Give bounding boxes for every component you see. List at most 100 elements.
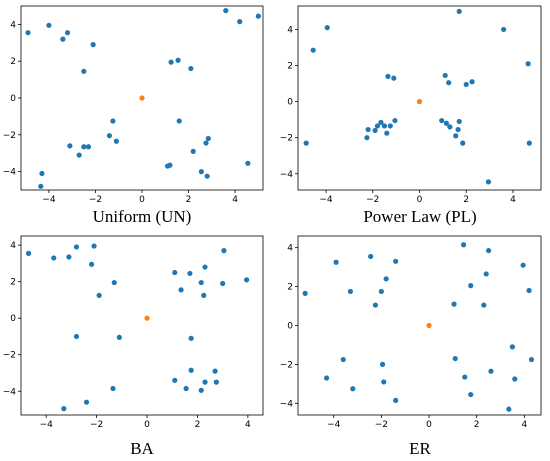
data-point: [391, 75, 397, 81]
data-point: [73, 244, 80, 250]
y-tick-label: −4: [280, 399, 294, 409]
x-tick-label: −2: [375, 420, 388, 430]
x-tick-label: 2: [463, 195, 469, 205]
data-point: [302, 290, 308, 296]
data-point: [333, 259, 339, 265]
plot-frame: [20, 235, 264, 416]
center-point: [416, 99, 423, 105]
data-point: [364, 135, 370, 141]
y-tick-label: 0: [287, 98, 293, 108]
center-point: [139, 95, 145, 101]
data-point: [384, 130, 390, 136]
data-point: [485, 247, 492, 254]
data-point: [378, 119, 384, 125]
data-point: [172, 269, 178, 276]
data-point: [178, 287, 184, 293]
data-point: [88, 261, 95, 267]
data-point: [372, 127, 378, 134]
y-tick-label: 4: [287, 25, 293, 35]
data-point: [483, 271, 489, 277]
data-point: [25, 250, 32, 256]
x-tick-label: 0: [426, 420, 432, 430]
data-point: [73, 333, 80, 340]
data-point: [383, 276, 389, 282]
data-point: [204, 173, 210, 179]
data-point: [245, 160, 251, 166]
data-point: [46, 22, 52, 28]
data-point: [485, 179, 492, 185]
data-point: [393, 397, 399, 404]
x-tick-label: 0: [144, 420, 150, 430]
x-tick-label: −4: [40, 420, 54, 430]
data-point: [221, 248, 227, 254]
data-point: [381, 123, 388, 129]
x-tick-label: 2: [186, 195, 192, 205]
data-point: [528, 356, 535, 363]
data-point: [113, 138, 119, 144]
data-point: [460, 140, 466, 146]
panel-caption: Uniform (UN): [93, 207, 192, 226]
data-point: [60, 36, 66, 42]
center-point: [144, 315, 150, 321]
data-point: [447, 124, 453, 130]
data-point: [168, 59, 174, 65]
panel-caption: ER: [409, 439, 431, 458]
x-tick-label: 2: [195, 420, 201, 430]
data-point: [203, 140, 209, 146]
data-point: [488, 368, 494, 374]
y-tick-label: 2: [10, 57, 16, 67]
data-point: [453, 133, 459, 139]
y-tick-label: 4: [10, 241, 16, 251]
data-point: [378, 288, 384, 295]
data-point: [83, 399, 90, 405]
x-tick-label: −4: [327, 420, 341, 430]
data-point: [39, 170, 45, 177]
y-tick-label: −4: [280, 170, 294, 180]
data-point: [368, 253, 374, 260]
data-point: [340, 356, 346, 363]
data-point: [442, 72, 448, 79]
y-tick-label: 2: [287, 62, 293, 72]
data-point: [451, 301, 457, 307]
data-point: [374, 123, 381, 129]
y-tick-label: −2: [3, 131, 16, 141]
y-tick-label: 4: [10, 20, 16, 30]
data-point: [81, 68, 87, 74]
data-point: [526, 140, 532, 146]
y-tick-label: −2: [280, 134, 293, 144]
data-point: [506, 406, 512, 412]
x-tick-label: −2: [90, 420, 103, 430]
data-point: [452, 355, 458, 362]
data-point: [323, 375, 330, 381]
data-point: [463, 81, 469, 88]
data-point: [512, 376, 518, 382]
data-point: [469, 79, 475, 85]
data-point: [76, 152, 82, 158]
data-point: [96, 292, 102, 298]
panel-caption: BA: [130, 439, 154, 458]
data-point: [456, 118, 462, 125]
y-tick-label: 2: [10, 278, 16, 288]
data-point: [176, 118, 182, 124]
data-point: [202, 264, 208, 270]
data-point: [443, 120, 449, 126]
data-point: [255, 13, 261, 19]
x-tick-label: −4: [42, 195, 56, 205]
panel-er: −4 −2 0 2 4 −4 −2 0 2 4 ER: [280, 235, 542, 458]
data-point: [525, 61, 531, 67]
data-point: [212, 368, 218, 374]
data-point: [198, 169, 204, 175]
data-point: [501, 26, 507, 33]
y-tick-label: −4: [3, 387, 17, 397]
x-tick-label: 4: [245, 420, 251, 430]
panel-ba: −4 −2 0 2 4 −4 −2 0 2 4 BA: [3, 235, 264, 458]
y-tick-label: 2: [287, 283, 293, 293]
data-point: [167, 162, 173, 168]
data-point: [468, 283, 474, 289]
data-point: [223, 8, 229, 14]
data-point: [81, 144, 87, 150]
x-tick-label: 4: [521, 420, 527, 430]
data-point: [198, 387, 204, 393]
data-point: [51, 255, 57, 261]
